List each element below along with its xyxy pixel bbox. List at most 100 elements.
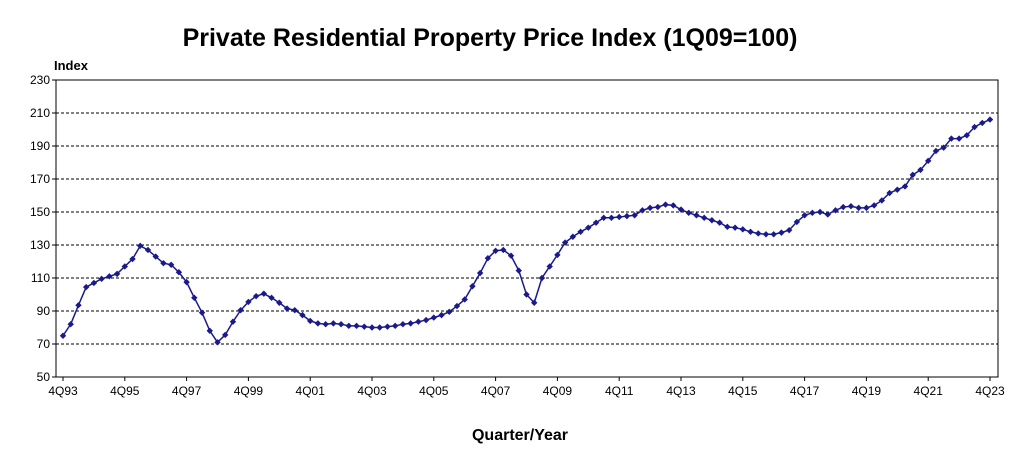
data-point <box>523 291 530 298</box>
data-point <box>500 246 507 254</box>
data-point <box>948 135 955 142</box>
data-point <box>229 318 237 325</box>
x-axis-ticks: 4Q93 4Q95 4Q97 4Q99 4Q01 4Q03 4Q05 4Q07 4Q09 4Q11… <box>48 377 1005 398</box>
data-point <box>345 322 353 330</box>
data-point <box>608 214 615 221</box>
data-point <box>847 203 855 210</box>
data-point <box>446 308 453 316</box>
x-tick-label: 4Q13 <box>666 384 696 398</box>
plot-area <box>55 79 999 378</box>
gridlines <box>56 79 998 345</box>
x-tick-label: 4Q03 <box>357 384 387 398</box>
data-point <box>778 229 785 236</box>
data-point <box>82 283 90 291</box>
data-point <box>291 306 298 314</box>
x-tick-label: 4Q01 <box>296 384 326 398</box>
data-point <box>840 203 847 211</box>
data-point <box>592 219 600 226</box>
data-point <box>585 224 592 231</box>
data-point <box>484 255 492 262</box>
data-point <box>407 320 414 327</box>
data-point <box>59 332 67 339</box>
data-point <box>106 273 113 280</box>
data-point <box>415 318 422 325</box>
data-point <box>198 309 206 316</box>
data-point <box>932 147 940 155</box>
data-point <box>700 214 708 221</box>
data-point <box>693 212 700 219</box>
data-point <box>708 217 716 224</box>
data-point <box>314 320 322 327</box>
data-point <box>121 263 128 270</box>
data-point <box>785 226 793 234</box>
data-point <box>917 166 924 174</box>
data-point <box>376 324 383 331</box>
data-point <box>986 116 994 123</box>
data-point <box>731 224 739 231</box>
data-point <box>322 321 329 328</box>
data-point <box>901 183 909 190</box>
x-tick-label: 4Q93 <box>48 384 78 398</box>
y-tick-label: 130 <box>30 238 50 252</box>
data-point <box>183 278 190 286</box>
data-point <box>307 317 314 325</box>
x-axis-label: Quarter/Year <box>471 427 569 444</box>
data-point <box>654 203 662 211</box>
x-tick-label: 4Q07 <box>481 384 511 398</box>
data-point <box>623 212 631 220</box>
x-tick-label: 4Q15 <box>728 384 758 398</box>
data-point <box>909 171 916 179</box>
data-point <box>670 202 677 209</box>
data-point <box>955 135 963 142</box>
x-tick-label: 4Q11 <box>605 384 634 398</box>
data-point <box>801 212 808 219</box>
data-point <box>770 231 777 238</box>
data-point <box>809 209 816 217</box>
data-point <box>175 269 183 276</box>
data-point <box>979 119 986 127</box>
data-point <box>631 212 638 219</box>
y-tick-label: 230 <box>30 73 50 87</box>
y-axis-label: Index <box>54 58 88 73</box>
data-point <box>98 275 105 283</box>
x-tick-label: 4Q23 <box>975 384 1005 398</box>
x-tick-label: 4Q17 <box>790 384 820 398</box>
data-point <box>476 269 484 277</box>
data-point <box>276 299 283 306</box>
data-point <box>469 283 476 290</box>
data-point <box>685 209 692 217</box>
y-tick-label: 210 <box>30 106 50 120</box>
data-point <box>677 206 685 213</box>
data-point <box>422 316 430 324</box>
data-point <box>577 228 584 235</box>
x-tick-label: 4Q19 <box>852 384 882 398</box>
data-point <box>461 296 468 303</box>
data-point <box>391 322 399 330</box>
x-tick-label: 4Q21 <box>914 384 944 398</box>
data-point <box>245 298 252 306</box>
data-point <box>160 259 167 267</box>
data-point <box>546 263 553 270</box>
data-point <box>863 204 870 212</box>
data-point <box>963 132 971 139</box>
data-point <box>531 299 538 306</box>
data-point <box>113 270 121 278</box>
y-tick-label: 190 <box>30 139 50 153</box>
data-point <box>561 239 569 246</box>
data-point <box>894 186 901 193</box>
data-point <box>886 189 893 197</box>
data-point <box>824 211 831 218</box>
data-point <box>214 339 221 346</box>
data-point <box>252 292 260 300</box>
data-point <box>515 267 522 274</box>
y-tick-label: 50 <box>37 370 51 384</box>
y-tick-label: 70 <box>37 337 51 351</box>
x-tick-label: 4Q05 <box>419 384 449 398</box>
data-point <box>600 214 607 221</box>
data-point <box>662 201 669 208</box>
data-point <box>616 213 623 221</box>
y-tick-label: 90 <box>37 304 51 318</box>
data-point <box>925 157 932 165</box>
data-point <box>75 302 82 309</box>
data-point <box>384 323 391 330</box>
